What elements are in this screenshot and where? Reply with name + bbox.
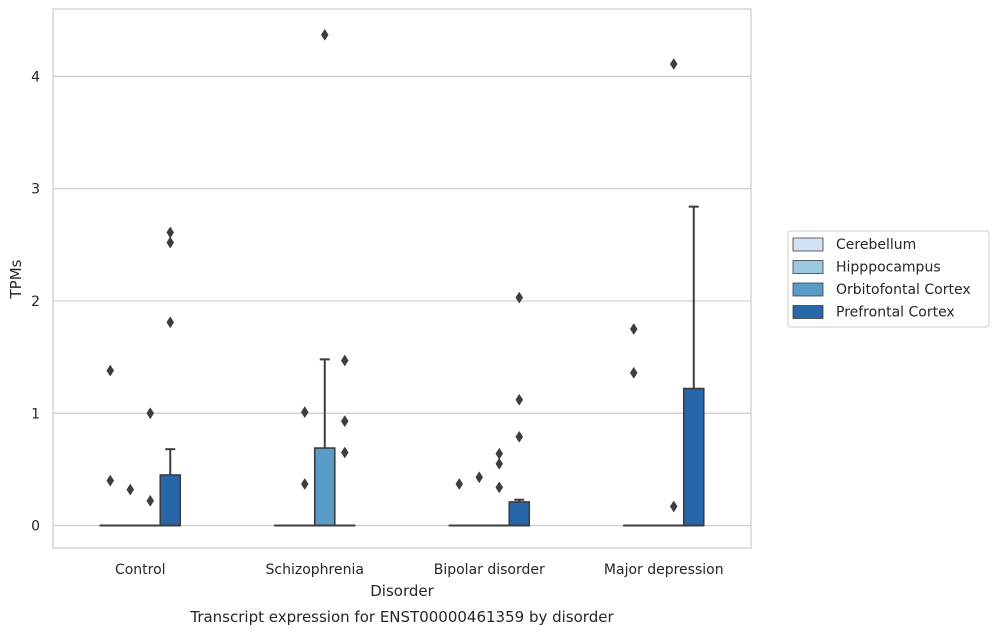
- y-tick-label: 1: [31, 406, 40, 422]
- outlier-point: [515, 393, 524, 406]
- legend-swatch: [792, 282, 824, 297]
- box-group: [448, 478, 471, 527]
- outlier-point: [166, 316, 175, 329]
- box-group: [139, 407, 162, 527]
- box-group: [662, 58, 685, 527]
- outlier-point: [166, 226, 175, 239]
- outlier-point: [340, 354, 349, 367]
- outlier-point: [300, 478, 309, 490]
- y-axis-title: TPMs: [7, 259, 25, 299]
- legend-label: Hipppocampus: [836, 260, 941, 276]
- y-tick-label: 3: [31, 182, 40, 198]
- legend-swatch: [792, 305, 824, 319]
- box-group: [293, 406, 316, 527]
- outlier-point: [515, 291, 524, 304]
- box-marks: [99, 28, 705, 527]
- outlier-point: [146, 407, 155, 420]
- box-group: [682, 205, 705, 527]
- outlier-point: [300, 406, 309, 419]
- legend-label: Orbitofontal Cortex: [836, 282, 971, 298]
- box-body: [159, 474, 182, 527]
- outlier-point: [629, 323, 638, 335]
- outlier-point: [495, 447, 504, 460]
- legend-label: Cerebellum: [836, 237, 916, 253]
- outlier-point: [106, 474, 115, 487]
- outlier-point: [629, 366, 638, 379]
- outlier-point: [669, 500, 678, 513]
- legend-swatch: [792, 237, 824, 252]
- outlier-point: [455, 478, 464, 490]
- outlier-point: [495, 481, 504, 494]
- x-tick-label: Control: [115, 562, 166, 578]
- box-group: [119, 483, 142, 527]
- y-tick-label: 0: [31, 519, 40, 535]
- box-body: [682, 387, 705, 527]
- outlier-point: [320, 28, 329, 41]
- outlier-point: [340, 446, 349, 459]
- box-group: [508, 291, 531, 527]
- outlier-point: [106, 364, 115, 377]
- box-group: [313, 28, 336, 527]
- y-tick-label: 4: [31, 69, 40, 85]
- legend-label: Prefrontal Cortex: [836, 305, 955, 321]
- outlier-point: [669, 58, 678, 70]
- chart-caption: Transcript expression for ENST0000046135…: [189, 608, 614, 626]
- x-axis-ticks: Control Schizophrenia Bipolar disorder Majo…: [115, 562, 724, 578]
- outlier-point: [340, 415, 349, 428]
- legend: Cerebellum Hipppocampus Orbitofontal Corte…: [787, 230, 990, 328]
- legend-frame: [787, 230, 990, 328]
- outlier-point: [515, 430, 524, 443]
- box-group: [488, 447, 511, 527]
- y-tick-label: 2: [31, 294, 40, 310]
- x-tick-label: Bipolar disorder: [434, 562, 545, 578]
- outlier-point: [146, 494, 155, 507]
- x-axis-title: Disorder: [370, 582, 434, 600]
- outlier-point: [475, 471, 484, 484]
- box-group: [622, 323, 645, 527]
- y-axis-ticks: 0 1 2 3 4: [31, 69, 40, 534]
- x-tick-label: Schizophrenia: [266, 562, 364, 578]
- grid-lines: [53, 75, 751, 527]
- box-body: [313, 447, 336, 527]
- box-group: [159, 226, 182, 527]
- plot-area-frame: [52, 8, 752, 549]
- box-body: [508, 501, 531, 527]
- box-group: [333, 354, 356, 527]
- outlier-point: [166, 236, 175, 249]
- legend-swatch: [792, 260, 824, 274]
- outlier-point: [126, 483, 135, 496]
- box-group: [468, 471, 491, 527]
- box-group: [99, 364, 122, 527]
- outlier-point: [495, 457, 504, 470]
- x-tick-label: Major depression: [604, 562, 724, 578]
